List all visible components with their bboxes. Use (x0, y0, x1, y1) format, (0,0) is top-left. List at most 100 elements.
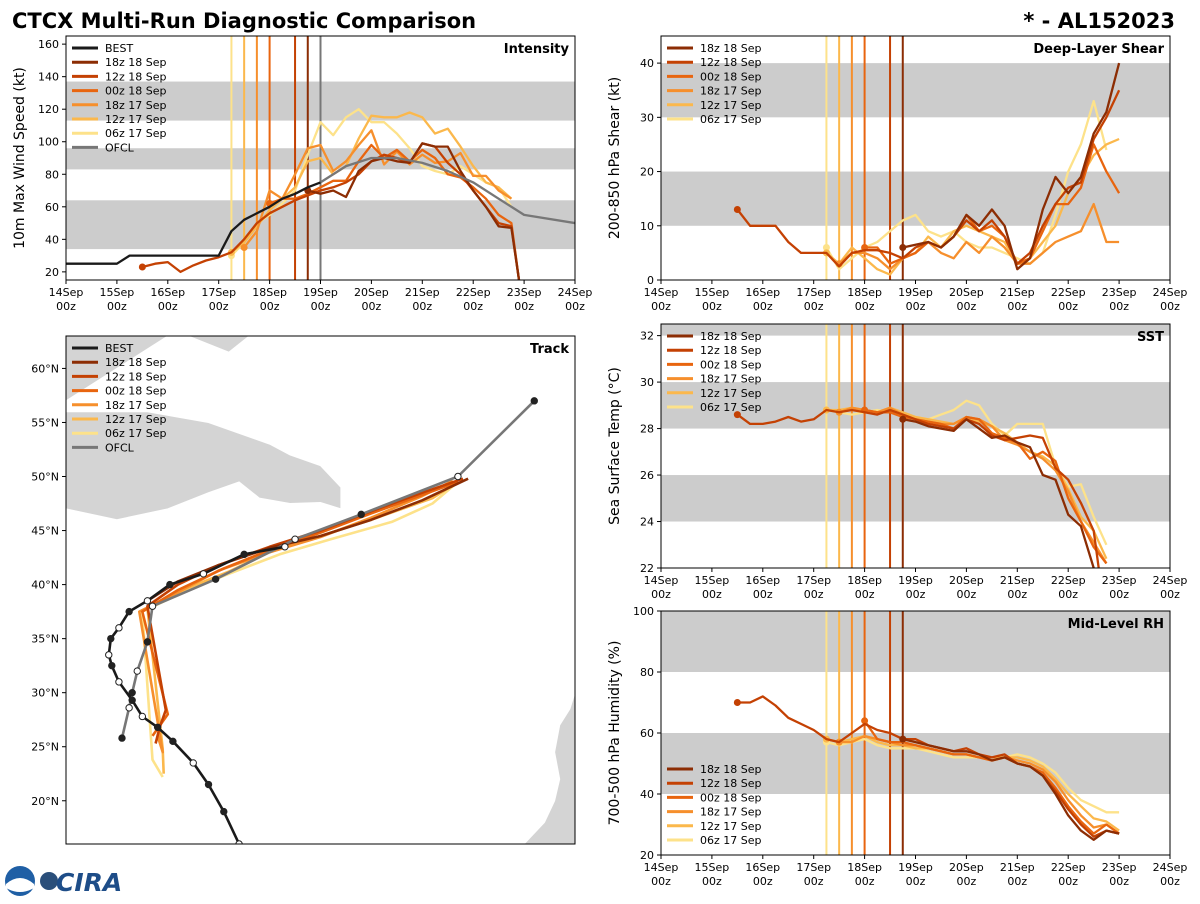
series-start-point (733, 206, 741, 214)
x-tick-label: 00z (1109, 875, 1129, 888)
legend-label: 18z 18 Sep (105, 56, 167, 69)
x-tick-label: 00z (957, 875, 977, 888)
x-tick-label: 00z (855, 588, 875, 601)
axes-frame (660, 35, 1171, 281)
x-tick-label: 22Sep (1051, 574, 1086, 587)
x-tick-label: 00z (158, 300, 178, 313)
legend-label: BEST (105, 42, 133, 55)
x-tick-label: 24Sep (1153, 286, 1188, 299)
x-tick-label: 00z (107, 300, 127, 313)
y-tick-label: 30°N (31, 687, 59, 700)
series-line (243, 129, 513, 249)
x-tick-label: 16Sep (745, 861, 780, 874)
track-point (240, 550, 248, 559)
y-tick-label: 20 (640, 166, 654, 179)
x-tick-label: 00z (56, 300, 76, 313)
panels-layer: 2040608010012014016014Sep00z15Sep00z16Se… (12, 35, 1188, 888)
x-tick-label: 22Sep (456, 286, 491, 299)
y-tick-label: 28 (640, 423, 654, 436)
track-point (357, 510, 365, 519)
x-tick-label: 20Sep (949, 861, 984, 874)
x-tick-label: 16Sep (150, 286, 185, 299)
track-point (220, 807, 228, 816)
x-tick-label: 24Sep (1153, 574, 1188, 587)
x-tick-label: 17Sep (201, 286, 236, 299)
x-tick-label: 00z (906, 588, 926, 601)
legend-label: 00z 18 Sep (105, 85, 167, 98)
track-point (128, 696, 136, 704)
y-tick-label: 40 (45, 233, 59, 246)
x-tick-label: 00z (1160, 588, 1180, 601)
x-tick-label: 14Sep (644, 574, 679, 587)
x-tick-label: 00z (1058, 588, 1078, 601)
x-tick-label: 00z (957, 588, 977, 601)
track-point (148, 602, 157, 610)
y-axis-label: 200-850 hPa Shear (kt) (607, 77, 623, 239)
y-tick-label: 45°N (31, 525, 59, 538)
track-point (204, 780, 213, 789)
x-tick-label: 19Sep (898, 861, 933, 874)
x-tick-label: 00z (1007, 875, 1027, 888)
x-tick-label: 00z (906, 300, 926, 313)
series-start-point (240, 243, 248, 251)
panel-title: Mid-Level RH (1068, 617, 1164, 632)
legend-label: 00z 18 Sep (700, 791, 762, 804)
x-tick-label: 00z (906, 875, 926, 888)
land-mass (523, 692, 575, 844)
x-tick-label: 00z (565, 300, 585, 313)
shade-band (661, 611, 1170, 672)
legend-label: 18z 17 Sep (105, 399, 167, 412)
track-point (530, 397, 538, 405)
legend-label: 18z 18 Sep (105, 356, 167, 369)
y-tick-label: 60 (45, 201, 59, 214)
series-line (66, 181, 321, 265)
track-point (115, 624, 123, 632)
x-tick-label: 00z (260, 300, 280, 313)
legend-label: OFCL (105, 441, 135, 454)
legend-label: 18z 17 Sep (700, 806, 762, 819)
legend-label: 12z 17 Sep (105, 413, 167, 426)
track-point (105, 651, 113, 659)
shade-band (661, 324, 1170, 336)
x-tick-label: 00z (651, 588, 671, 601)
panel-title: Intensity (504, 42, 570, 57)
legend-label: 06z 17 Sep (700, 834, 762, 847)
axes-frame (65, 35, 576, 281)
series-line (307, 142, 521, 280)
figure-title: CTCX Multi-Run Diagnostic Comparison (12, 9, 476, 33)
x-tick-label: 00z (1109, 300, 1129, 313)
series-start-point (899, 415, 907, 423)
track-line (141, 480, 459, 778)
series-start-point (899, 735, 907, 743)
axes-frame (660, 610, 1171, 856)
track-line (141, 480, 459, 737)
legend-label: 06z 17 Sep (105, 127, 167, 140)
series-start-point (733, 411, 741, 419)
y-tick-label: 22 (640, 562, 654, 575)
legend-label: BEST (105, 342, 133, 355)
series-line (736, 408, 1100, 568)
legend-label: 06z 17 Sep (105, 427, 167, 440)
x-tick-label: 00z (804, 300, 824, 313)
x-tick-label: 00z (702, 588, 722, 601)
y-tick-label: 100 (633, 605, 654, 618)
x-tick-label: 18Sep (847, 286, 882, 299)
x-tick-label: 18Sep (252, 286, 287, 299)
x-tick-label: 00z (855, 875, 875, 888)
y-tick-label: 10 (640, 220, 654, 233)
legend-label: 12z 18 Sep (700, 344, 762, 357)
x-tick-label: 15Sep (100, 286, 135, 299)
track-point (115, 678, 123, 686)
legend-label: 12z 18 Sep (105, 70, 167, 83)
x-tick-label: 18Sep (847, 574, 882, 587)
track-point (153, 723, 162, 731)
x-tick-label: 00z (1109, 588, 1129, 601)
track-point (169, 737, 177, 746)
x-tick-label: 16Sep (745, 574, 780, 587)
x-tick-label: 18Sep (847, 861, 882, 874)
x-tick-label: 15Sep (695, 861, 730, 874)
y-tick-label: 160 (38, 38, 59, 51)
track-point (107, 634, 115, 643)
